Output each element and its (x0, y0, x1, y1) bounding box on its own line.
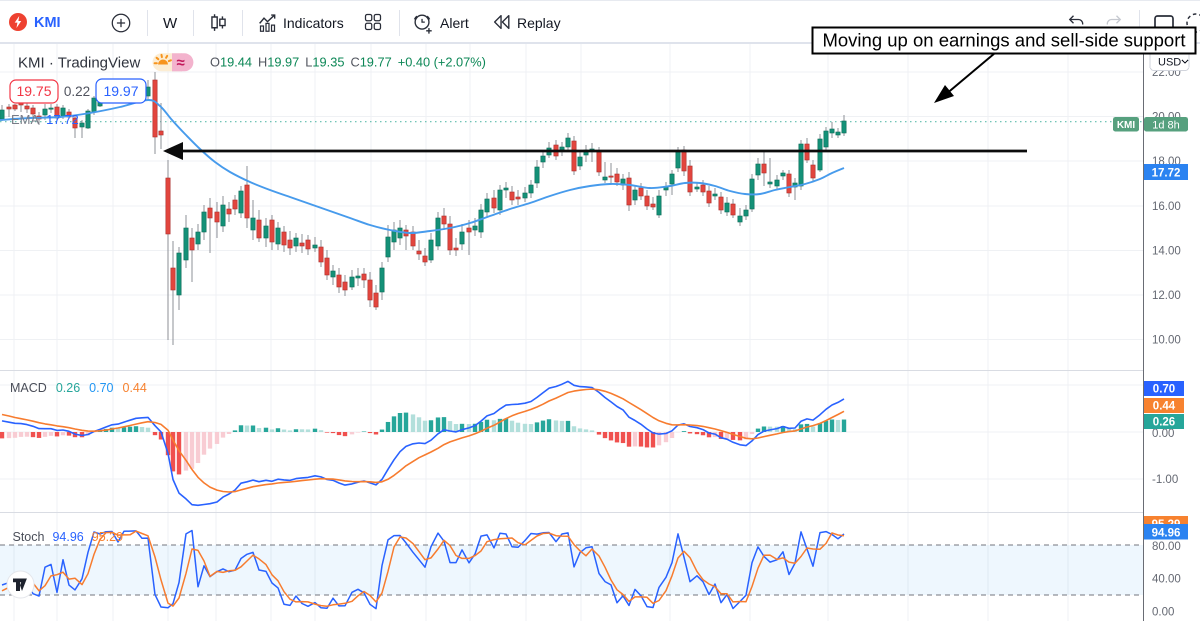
svg-text:0.26: 0.26 (1153, 417, 1175, 429)
svg-text:0.70: 0.70 (1153, 384, 1175, 396)
svg-text:KMI: KMI (1117, 120, 1136, 131)
svg-text:≈: ≈ (177, 55, 185, 72)
svg-text:0.22: 0.22 (64, 84, 90, 99)
svg-text:19.97: 19.97 (103, 83, 138, 99)
svg-text:Moving up on earnings and sell: Moving up on earnings and sell-side supp… (822, 30, 1185, 51)
svg-text:USD: USD (1158, 57, 1181, 69)
svg-text:94.96: 94.96 (1152, 528, 1181, 540)
svg-text:10.00: 10.00 (1152, 335, 1181, 347)
svg-text:0.00: 0.00 (1152, 428, 1174, 440)
svg-text:17.72: 17.72 (1152, 168, 1181, 180)
svg-text:KMI · TradingView: KMI · TradingView (18, 55, 140, 72)
svg-text:0.00: 0.00 (1152, 607, 1174, 619)
svg-text:40.00: 40.00 (1152, 574, 1181, 586)
svg-text:14.00: 14.00 (1152, 246, 1181, 258)
svg-text:16.00: 16.00 (1152, 201, 1181, 213)
svg-text:80.00: 80.00 (1152, 541, 1181, 553)
svg-text:0.44: 0.44 (1153, 401, 1176, 413)
svg-text:1d 8h: 1d 8h (1152, 120, 1180, 132)
svg-text:-1.00: -1.00 (1152, 474, 1178, 486)
svg-text:12.00: 12.00 (1152, 290, 1181, 302)
svg-text:19.75: 19.75 (16, 83, 51, 99)
